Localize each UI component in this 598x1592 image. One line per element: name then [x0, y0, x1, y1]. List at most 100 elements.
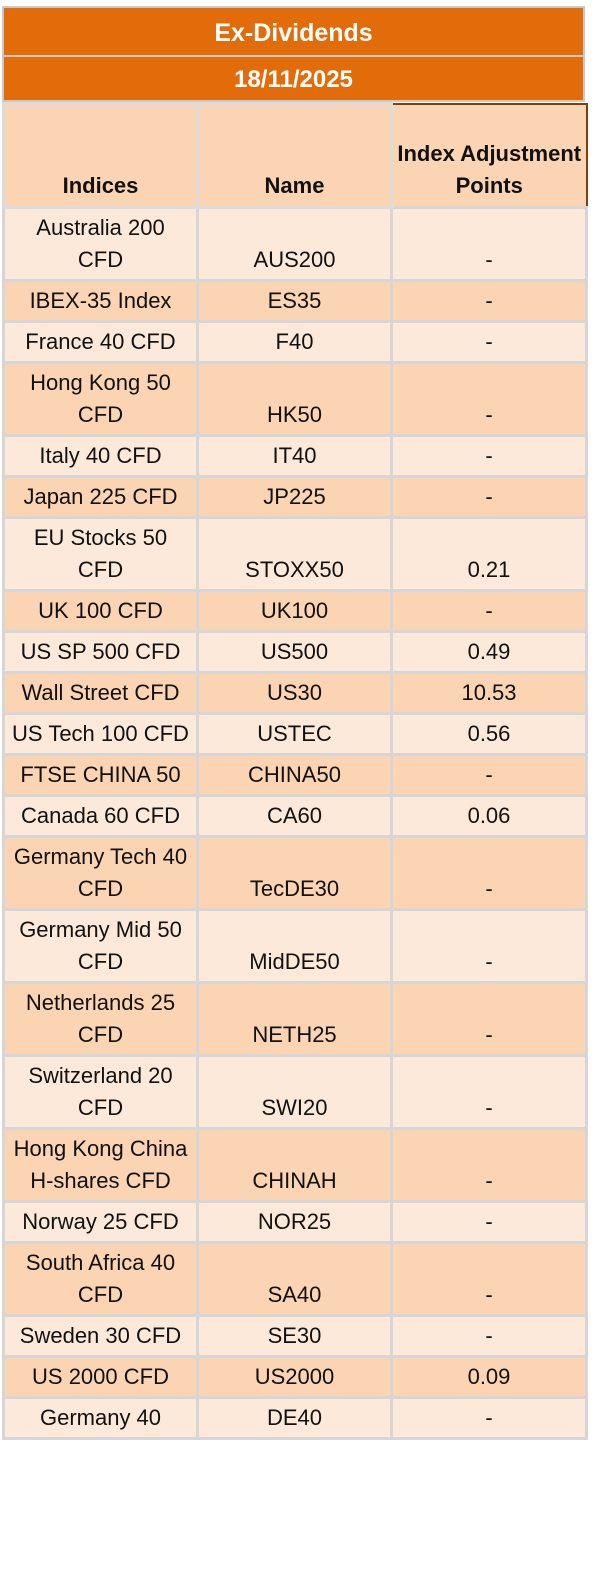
- symbol-cell: UK100: [196, 589, 393, 633]
- adjustment-points-cell: -: [390, 206, 588, 282]
- sheet-date: 18/11/2025: [2, 56, 585, 102]
- table-row: Germany Tech 40 CFD TecDE30-: [2, 835, 588, 911]
- adjustment-points-cell: -: [390, 1396, 588, 1440]
- table-row: Australia 200 CFD AUS200-: [2, 206, 588, 282]
- table-row: Hong Kong China H-shares CFD CHINAH -: [2, 1127, 588, 1203]
- symbol-cell: USTEC: [196, 712, 393, 756]
- adjustment-points-cell: -: [390, 1127, 588, 1203]
- adjustment-points-cell: -: [390, 1054, 588, 1130]
- index-cell: Hong Kong China H-shares CFD: [2, 1127, 199, 1203]
- symbol-cell: TecDE30: [196, 835, 393, 911]
- index-cell: Norway 25 CFD: [2, 1200, 199, 1244]
- header-indices: Indices: [2, 102, 199, 209]
- table-row: FTSE CHINA 50 CHINA50-: [2, 753, 588, 797]
- table-row: UK 100 CFD UK100-: [2, 589, 588, 633]
- symbol-cell: NOR25: [196, 1200, 393, 1244]
- adjustment-points-cell: 0.06: [390, 794, 588, 838]
- symbol-cell: SA40: [196, 1241, 393, 1317]
- symbol-cell: CHINA50: [196, 753, 393, 797]
- adjustment-points-cell: -: [390, 279, 588, 323]
- symbol-cell: US500: [196, 630, 393, 674]
- index-cell: US SP 500 CFD: [2, 630, 199, 674]
- adjustment-points-cell: 0.56: [390, 712, 588, 756]
- index-cell: FTSE CHINA 50: [2, 753, 199, 797]
- header-row: Indices Name Index Adjustment Points: [2, 102, 588, 209]
- adjustment-points-cell: 0.21: [390, 516, 588, 592]
- symbol-cell: F40: [196, 320, 393, 364]
- index-cell: Italy 40 CFD: [2, 434, 199, 478]
- symbol-cell: NETH25: [196, 981, 393, 1057]
- table-row: US 2000 CFD US2000 0.09: [2, 1355, 588, 1399]
- symbol-cell: AUS200: [196, 206, 393, 282]
- symbol-cell: US2000: [196, 1355, 393, 1399]
- symbol-cell: CHINAH: [196, 1127, 393, 1203]
- adjustment-points-cell: -: [390, 981, 588, 1057]
- adjustment-points-cell: 0.09: [390, 1355, 588, 1399]
- index-cell: EU Stocks 50 CFD: [2, 516, 199, 592]
- index-cell: UK 100 CFD: [2, 589, 199, 633]
- table-row: IBEX-35 Index ES35-: [2, 279, 588, 323]
- index-cell: Canada 60 CFD: [2, 794, 199, 838]
- table-body: Australia 200 CFD AUS200- IBEX-35 Index ES3…: [2, 206, 588, 1440]
- ex-dividends-sheet: Ex-Dividends 18/11/2025 Indices Name Ind…: [2, 6, 588, 1440]
- header-adjustment-points: Index Adjustment Points: [390, 102, 588, 209]
- index-cell: Germany 40: [2, 1396, 199, 1440]
- symbol-cell: IT40: [196, 434, 393, 478]
- adjustment-points-cell: -: [390, 1314, 588, 1358]
- table-row: Italy 40 CFD IT40-: [2, 434, 588, 478]
- table-row: Germany Mid 50 CFD MidDE50-: [2, 908, 588, 984]
- index-cell: Sweden 30 CFD: [2, 1314, 199, 1358]
- index-cell: Netherlands 25 CFD: [2, 981, 199, 1057]
- dividends-table: Indices Name Index Adjustment Points Aus…: [2, 102, 588, 1440]
- symbol-cell: US30: [196, 671, 393, 715]
- table-row: Canada 60 CFD CA60 0.06: [2, 794, 588, 838]
- adjustment-points-cell: -: [390, 475, 588, 519]
- index-cell: France 40 CFD: [2, 320, 199, 364]
- index-cell: US 2000 CFD: [2, 1355, 199, 1399]
- index-cell: IBEX-35 Index: [2, 279, 199, 323]
- table-row: Japan 225 CFD JP225-: [2, 475, 588, 519]
- adjustment-points-cell: -: [390, 908, 588, 984]
- adjustment-points-cell: -: [390, 835, 588, 911]
- table-row: US Tech 100 CFD USTEC 0.56: [2, 712, 588, 756]
- header-name: Name: [196, 102, 393, 209]
- symbol-cell: DE40: [196, 1396, 393, 1440]
- adjustment-points-cell: -: [390, 1200, 588, 1244]
- symbol-cell: JP225: [196, 475, 393, 519]
- adjustment-points-cell: -: [390, 1241, 588, 1317]
- adjustment-points-cell: -: [390, 320, 588, 364]
- symbol-cell: CA60: [196, 794, 393, 838]
- index-cell: Germany Mid 50 CFD: [2, 908, 199, 984]
- symbol-cell: HK50: [196, 361, 393, 437]
- symbol-cell: SWI20: [196, 1054, 393, 1130]
- index-cell: Japan 225 CFD: [2, 475, 199, 519]
- index-cell: South Africa 40 CFD: [2, 1241, 199, 1317]
- index-cell: Switzerland 20 CFD: [2, 1054, 199, 1130]
- index-cell: Germany Tech 40 CFD: [2, 835, 199, 911]
- table-row: EU Stocks 50 CFD STOXX50 0.21: [2, 516, 588, 592]
- index-cell: US Tech 100 CFD: [2, 712, 199, 756]
- symbol-cell: MidDE50: [196, 908, 393, 984]
- symbol-cell: STOXX50: [196, 516, 393, 592]
- symbol-cell: SE30: [196, 1314, 393, 1358]
- table-row: France 40 CFD F40-: [2, 320, 588, 364]
- adjustment-points-cell: 0.49: [390, 630, 588, 674]
- sheet-title: Ex-Dividends: [2, 6, 585, 56]
- adjustment-points-cell: -: [390, 589, 588, 633]
- table-row: Germany 40 DE40-: [2, 1396, 588, 1440]
- adjustment-points-cell: 10.53: [390, 671, 588, 715]
- table-row: Wall Street CFD US30 10.53: [2, 671, 588, 715]
- table-row: US SP 500 CFD US500 0.49: [2, 630, 588, 674]
- table-row: Netherlands 25 CFD NETH25-: [2, 981, 588, 1057]
- table-row: Hong Kong 50 CFD HK50-: [2, 361, 588, 437]
- table-row: Sweden 30 CFD SE30-: [2, 1314, 588, 1358]
- index-cell: Wall Street CFD: [2, 671, 199, 715]
- adjustment-points-cell: -: [390, 753, 588, 797]
- index-cell: Australia 200 CFD: [2, 206, 199, 282]
- table-row: Norway 25 CFD NOR25-: [2, 1200, 588, 1244]
- symbol-cell: ES35: [196, 279, 393, 323]
- index-cell: Hong Kong 50 CFD: [2, 361, 199, 437]
- adjustment-points-cell: -: [390, 434, 588, 478]
- table-row: South Africa 40 CFD SA40-: [2, 1241, 588, 1317]
- adjustment-points-cell: -: [390, 361, 588, 437]
